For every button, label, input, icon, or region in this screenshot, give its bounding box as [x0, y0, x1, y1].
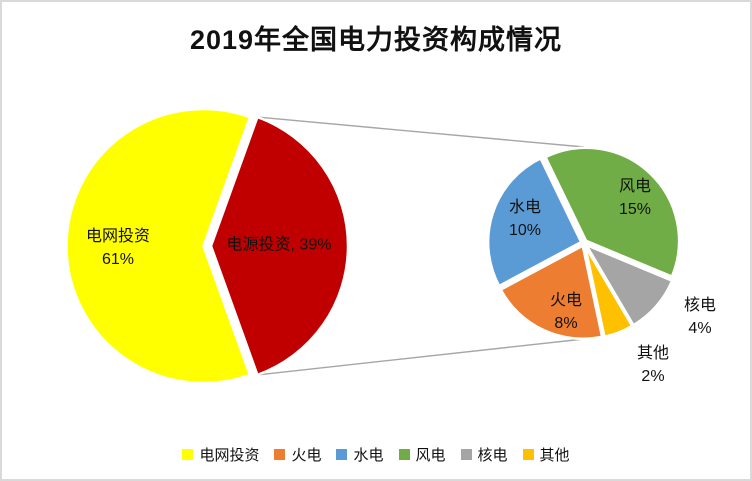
legend-swatch-icon — [274, 449, 286, 460]
legend-label: 其他 — [539, 447, 570, 464]
label-fire: 火电 8% — [550, 289, 582, 335]
secondary-pie-slice-nuclear[interactable] — [585, 243, 674, 327]
label-grid-pct: 61% — [101, 251, 135, 268]
label-fire-pct: 8% — [554, 315, 578, 332]
legend-label: 核电 — [477, 447, 508, 464]
legend-item-wind[interactable]: 风电 — [398, 444, 446, 465]
secondary-pie-slice-fire[interactable] — [499, 244, 604, 340]
legend-label: 火电 — [291, 447, 322, 464]
label-source-investment: 电源投资, 39% — [227, 234, 332, 257]
legend-item-other[interactable]: 其他 — [522, 444, 570, 465]
main-pie-slice-grid-investment[interactable] — [65, 107, 252, 385]
connector-line-bottom — [257, 338, 585, 376]
chart-title: 2019年全国电力投资构成情况 — [189, 25, 563, 55]
label-hydro-pct: 10% — [508, 222, 542, 239]
label-wind-pct: 15% — [618, 201, 652, 218]
legend-swatch-icon — [398, 449, 410, 460]
label-nuclear-pct: 4% — [688, 320, 712, 337]
legend: 电网投资 火电 水电 风电 核电 其他 — [2, 444, 750, 465]
label-fire-name: 火电 — [549, 292, 583, 309]
legend-swatch-icon — [522, 449, 534, 460]
secondary-pie-slice-wind[interactable] — [544, 146, 681, 278]
label-hydro-name: 水电 — [508, 199, 541, 216]
label-other-name: 其他 — [636, 345, 670, 362]
label-other: 其他 2% — [637, 342, 669, 388]
legend-swatch-icon — [460, 449, 472, 460]
legend-item-fire[interactable]: 火电 — [274, 444, 321, 465]
legend-swatch-icon — [182, 449, 194, 460]
secondary-pie-slice-hydro[interactable] — [486, 157, 583, 288]
legend-item-grid-investment[interactable]: 电网投资 — [182, 444, 259, 465]
label-grid-investment: 电网投资 61% — [86, 225, 150, 271]
label-grid-name: 电网投资 — [85, 228, 151, 245]
label-wind: 风电 15% — [619, 175, 651, 221]
label-nuclear: 核电 4% — [684, 294, 716, 340]
legend-swatch-icon — [336, 449, 348, 460]
main-pie-slice-source-investment[interactable] — [209, 115, 350, 377]
connector-line-top — [257, 116, 585, 148]
legend-label: 水电 — [353, 447, 384, 464]
legend-label: 风电 — [415, 447, 446, 464]
legend-item-hydro[interactable]: 水电 — [336, 444, 384, 465]
legend-label: 电网投资 — [199, 447, 260, 464]
legend-item-nuclear[interactable]: 核电 — [460, 444, 508, 465]
label-hydro: 水电 10% — [509, 196, 541, 242]
label-nuclear-name: 核电 — [683, 297, 717, 314]
label-other-pct: 2% — [641, 368, 665, 385]
secondary-pie-slice-other[interactable] — [583, 244, 634, 339]
label-wind-name: 风电 — [618, 178, 651, 195]
label-source-text: 电源投资, 39% — [226, 236, 332, 254]
